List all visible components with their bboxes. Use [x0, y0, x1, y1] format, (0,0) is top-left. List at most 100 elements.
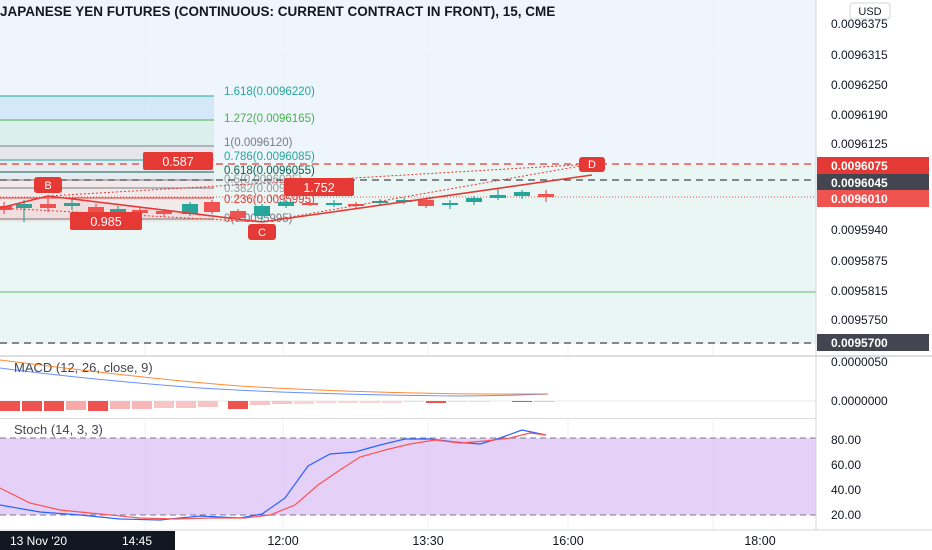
- candle: [182, 204, 198, 214]
- time-axis[interactable]: 13 Nov '20 14:45 12:00 13:30 16:00 18:00: [0, 529, 932, 550]
- candle: [278, 202, 294, 206]
- fib-label-0618: 0.618(0.0096055): [224, 165, 315, 177]
- time-tick: 12:00: [267, 534, 298, 548]
- candle: [348, 204, 364, 206]
- candle: [64, 203, 80, 206]
- macd-bar: [272, 401, 292, 404]
- stoch-title: Stoch (14, 3, 3): [14, 422, 103, 437]
- svg-text:13 Nov '20: 13 Nov '20: [10, 534, 67, 548]
- macd-pane[interactable]: MACD (12, 26, close, 9): [0, 357, 816, 418]
- fib-label-0786: 0.786(0.0096085): [224, 151, 315, 163]
- svg-text:C: C: [258, 227, 266, 239]
- macd-bar: [426, 401, 446, 403]
- macd-tick: 0.0000000: [831, 394, 888, 408]
- candle: [40, 204, 56, 208]
- macd-bar: [294, 401, 314, 404]
- candle: [418, 200, 434, 206]
- price-tick: 0.0096250: [831, 78, 888, 92]
- time-tick: 13:30: [412, 534, 443, 548]
- svg-text:0.587: 0.587: [162, 155, 193, 169]
- stoch-band: [0, 438, 816, 515]
- stoch-tick: 20.00: [831, 508, 861, 522]
- price-marker-last[interactable]: 0.0096010: [817, 190, 929, 207]
- macd-tick: 0.0000050: [831, 355, 888, 369]
- macd-bar: [382, 401, 402, 403]
- macd-bar: [512, 401, 532, 402]
- macd-line: [0, 367, 549, 397]
- macd-bar: [404, 401, 424, 402]
- price-tick: 0.0095750: [831, 313, 888, 327]
- svg-text:D: D: [588, 159, 596, 171]
- svg-text:0.0096045: 0.0096045: [831, 176, 888, 190]
- dashed-levels[interactable]: [0, 163, 816, 344]
- currency-button[interactable]: USD: [849, 2, 891, 20]
- candle: [204, 202, 220, 212]
- stoch-tick: 60.00: [831, 458, 861, 472]
- ratio-xb-label[interactable]: 0.985: [70, 212, 142, 230]
- ratio-bd-label[interactable]: 0.587: [143, 152, 213, 170]
- pattern-point-c[interactable]: C: [248, 224, 276, 240]
- price-marker-level[interactable]: 0.0096045: [817, 174, 929, 191]
- time-tick: 16:00: [552, 534, 583, 548]
- fib-label-1618: 1.618(0.0096220): [224, 86, 315, 98]
- candle: [466, 198, 482, 202]
- macd-histogram: [0, 401, 554, 411]
- macd-bar: [66, 401, 86, 410]
- macd-bar: [176, 401, 196, 408]
- price-tick: 0.0096125: [831, 137, 888, 151]
- pattern-point-d[interactable]: D: [579, 157, 605, 172]
- macd-bar: [22, 401, 42, 411]
- price-tick: 0.0095940: [831, 223, 888, 237]
- svg-text:0.0096075: 0.0096075: [831, 159, 888, 173]
- time-tick: 18:00: [744, 534, 775, 548]
- svg-text:0.985: 0.985: [90, 215, 121, 229]
- candle: [132, 210, 148, 213]
- macd-bar: [198, 401, 218, 407]
- price-axis[interactable]: USD 0.0096375 0.0096315 0.0096250 0.0096…: [815, 0, 932, 530]
- candle: [302, 203, 318, 205]
- macd-bar: [250, 401, 270, 405]
- stoch-tick: 80.00: [831, 433, 861, 447]
- macd-bar: [338, 401, 358, 403]
- candle: [254, 206, 270, 216]
- svg-text:0.0096010: 0.0096010: [831, 192, 888, 206]
- macd-bar: [154, 401, 174, 408]
- macd-bar: [360, 401, 380, 403]
- macd-bar: [132, 401, 152, 409]
- macd-bar: [316, 401, 336, 403]
- fib-label-1272: 1.272(0.0096165): [224, 113, 315, 125]
- macd-title: MACD (12, 26, close, 9): [14, 360, 153, 375]
- pattern-fill: [0, 196, 262, 222]
- svg-text:14:45: 14:45: [122, 534, 152, 548]
- price-tick: 0.0095815: [831, 284, 888, 298]
- macd-bar: [228, 401, 248, 409]
- ratio-cd-label[interactable]: 1.752: [284, 178, 354, 196]
- stoch-tick: 40.00: [831, 483, 861, 497]
- price-marker-stop[interactable]: 0.0095700: [817, 334, 929, 351]
- price-tick: 0.0096375: [831, 17, 888, 31]
- candle: [442, 203, 458, 205]
- symbol-title[interactable]: JAPANESE YEN FUTURES (CONTINUOUS: CURREN…: [0, 4, 555, 19]
- fib-label-05: 0.5(0.0096035): [224, 174, 302, 186]
- candle: [538, 194, 554, 197]
- candle: [16, 204, 32, 208]
- macd-bar: [470, 401, 490, 402]
- stoch-d-line: [0, 432, 547, 520]
- stoch-pane[interactable]: Stoch (14, 3, 3): [0, 422, 816, 521]
- fib-label-1: 1(0.0096120): [224, 137, 293, 149]
- candle: [156, 211, 172, 214]
- crosshair-time-label: 13 Nov '20 14:45: [0, 531, 175, 550]
- svg-text:USD: USD: [858, 6, 881, 18]
- price-marker-target[interactable]: 0.0096075: [817, 157, 929, 174]
- candle: [372, 201, 388, 203]
- signal-line: [0, 359, 548, 395]
- macd-bar: [88, 401, 108, 411]
- candle: [230, 211, 246, 218]
- price-tick: 0.0096190: [831, 108, 888, 122]
- macd-bar: [110, 401, 130, 409]
- pattern-point-b[interactable]: B: [34, 177, 62, 193]
- svg-text:0.0095700: 0.0095700: [831, 336, 888, 350]
- candle: [88, 207, 104, 214]
- candle: [514, 192, 530, 196]
